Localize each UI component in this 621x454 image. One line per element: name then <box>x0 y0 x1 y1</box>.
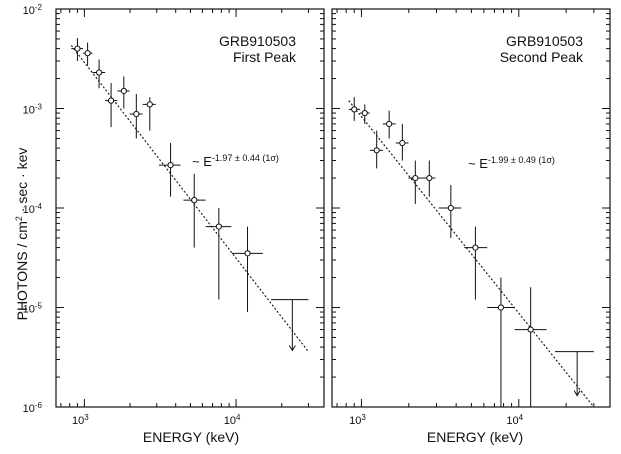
data-point <box>408 160 422 204</box>
point-marker <box>351 106 358 113</box>
x-axis-label-right: ENERGY (keV) <box>427 429 523 445</box>
point-marker <box>386 120 393 128</box>
x-tick-label-exp: 3 <box>84 413 89 422</box>
y-tick-label-base: 10 <box>23 204 35 216</box>
x-tick-label-base: 10 <box>224 415 236 427</box>
data-point <box>438 185 462 238</box>
point-marker <box>215 223 222 230</box>
x-tick-label-exp: 4 <box>519 413 524 422</box>
data-point <box>205 208 232 300</box>
point-marker <box>95 69 103 76</box>
x-tick-label: 103 <box>349 413 366 428</box>
x-tick-label-base: 10 <box>349 415 361 427</box>
fit-annotation-prefix: ~ E <box>468 156 488 171</box>
fit-annotation-exponent: -1.97 ± 0.44 (1σ) <box>212 153 279 163</box>
y-tick-label-exp: -5 <box>35 301 43 310</box>
x-tick-label: 104 <box>506 413 523 428</box>
fit-annotation: ~ E-1.97 ± 0.44 (1σ) <box>192 153 279 169</box>
fit-annotation: ~ E-1.99 ± 0.49 (1σ) <box>468 155 555 171</box>
point-marker <box>373 147 380 154</box>
x-tick-label-base: 10 <box>506 415 518 427</box>
x-tick-label-exp: 3 <box>361 413 366 422</box>
data-point <box>555 351 594 397</box>
panel-first-peak: 103 10410-210-310-410-510-6GRB910503First… <box>23 3 325 428</box>
y-tick-label: 10-4 <box>23 202 43 217</box>
point-marker <box>447 204 454 212</box>
plot-frame <box>55 8 325 408</box>
point-marker <box>361 109 368 117</box>
data-point <box>382 110 396 139</box>
panel-subtitle: Second Peak <box>500 49 584 65</box>
point-marker <box>84 50 91 57</box>
data-point <box>105 83 118 128</box>
point-marker <box>399 139 406 147</box>
panel-subtitle: First Peak <box>233 49 297 65</box>
y-tick-label-exp: -4 <box>35 202 43 211</box>
panel-title: GRB910503 <box>506 33 583 49</box>
data-point <box>271 299 309 352</box>
y-tick-label-base: 10 <box>23 5 35 17</box>
data-point <box>83 42 93 66</box>
point-marker <box>146 101 153 108</box>
data-point <box>464 226 488 300</box>
plot-frame <box>331 8 611 408</box>
point-marker <box>74 45 81 52</box>
data-point <box>421 160 436 197</box>
point-marker <box>107 97 115 104</box>
point-marker <box>120 87 127 95</box>
data-point <box>487 277 514 407</box>
y-tick-label: 10-6 <box>23 401 43 416</box>
y-tick-label-exp: -6 <box>35 401 43 410</box>
data-point <box>117 76 130 109</box>
x-axis-label-left: ENERGY (keV) <box>143 429 239 445</box>
data-point <box>360 104 370 124</box>
data-point <box>369 130 383 169</box>
data-point <box>92 59 106 89</box>
y-tick-label: 10-5 <box>23 301 43 316</box>
power-law-fit-line <box>348 100 595 408</box>
fit-annotation-prefix: ~ E <box>192 154 212 169</box>
y-tick-label-base: 10 <box>23 105 35 117</box>
data-point <box>158 143 181 197</box>
x-tick-label-base: 10 <box>72 415 84 427</box>
y-axis-label-sup: 2 <box>14 216 24 221</box>
fit-annotation-exponent: -1.99 ± 0.49 (1σ) <box>488 155 555 165</box>
point-marker <box>133 110 140 118</box>
x-tick-label-exp: 4 <box>236 413 241 422</box>
data-point <box>142 97 156 131</box>
panel-title: GRB910503 <box>219 33 296 49</box>
point-marker <box>527 326 534 333</box>
point-marker <box>191 197 198 204</box>
data-point <box>514 287 547 407</box>
data-point <box>231 226 263 313</box>
y-tick-label: 10-2 <box>23 3 43 18</box>
y-axis-label-main: PHOTONS / cm <box>14 221 30 320</box>
data-point <box>129 93 143 139</box>
point-marker <box>472 244 479 251</box>
y-tick-label: 10-3 <box>23 102 43 117</box>
point-marker <box>412 174 419 182</box>
data-point <box>71 38 84 62</box>
y-tick-label-exp: -2 <box>35 3 43 12</box>
y-axis-label: PHOTONS / cm2 · sec · kev <box>14 148 30 321</box>
power-law-fit-line <box>70 45 309 352</box>
point-marker <box>497 304 505 311</box>
x-tick-label: 104 <box>224 413 241 428</box>
upper-limit-arrow <box>288 345 296 352</box>
y-tick-label-exp: -3 <box>35 102 43 111</box>
data-point <box>348 97 361 121</box>
point-marker <box>167 161 174 169</box>
upper-limit-arrow <box>573 390 581 397</box>
data-point <box>183 173 206 248</box>
y-tick-label-base: 10 <box>23 403 35 415</box>
point-marker <box>244 250 251 257</box>
point-marker <box>426 174 433 182</box>
x-tick-label: 103 <box>72 413 89 428</box>
y-axis-label-tail: · sec · kev <box>14 148 30 216</box>
y-tick-label-base: 10 <box>23 304 35 316</box>
data-point <box>395 123 409 161</box>
